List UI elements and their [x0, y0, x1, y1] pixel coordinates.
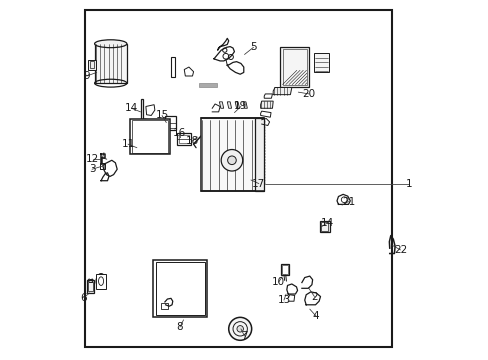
Bar [281, 264, 288, 275]
Bar [100, 163, 104, 168]
Bar [140, 99, 143, 132]
Text: 19: 19 [234, 102, 247, 112]
Text: 11: 11 [121, 139, 134, 149]
Text: 9: 9 [83, 71, 90, 81]
Polygon shape [260, 101, 273, 108]
Polygon shape [235, 102, 239, 108]
Text: 5: 5 [250, 42, 256, 52]
Bar [94, 44, 126, 83]
Bar [201, 118, 263, 192]
Text: 10: 10 [271, 277, 285, 287]
Text: 17: 17 [252, 179, 265, 189]
Polygon shape [243, 102, 247, 108]
Bar [255, 118, 264, 192]
Bar [280, 47, 308, 87]
Bar [153, 260, 207, 317]
Bar [88, 59, 96, 69]
Bar [199, 83, 217, 87]
Text: 20: 20 [302, 89, 315, 99]
Bar [179, 135, 188, 143]
Text: 22: 22 [393, 245, 407, 255]
Bar [155, 262, 204, 315]
Text: 2: 2 [310, 292, 317, 302]
Bar [161, 303, 168, 309]
Bar [130, 119, 169, 154]
Text: 16: 16 [172, 129, 185, 138]
Polygon shape [227, 102, 231, 108]
Bar [88, 282, 93, 291]
Ellipse shape [94, 40, 126, 48]
Text: 14: 14 [124, 103, 138, 113]
Text: 12: 12 [86, 154, 99, 164]
Circle shape [228, 318, 251, 340]
Bar [96, 274, 106, 289]
Text: 3: 3 [89, 164, 95, 174]
Text: 6: 6 [81, 293, 87, 303]
Bar [171, 57, 174, 77]
Text: 7: 7 [241, 331, 247, 341]
Bar [319, 221, 329, 232]
Bar [177, 134, 190, 145]
Text: 4: 4 [312, 311, 319, 321]
Bar [100, 163, 104, 169]
Bar [85, 10, 391, 347]
Text: 15: 15 [155, 111, 168, 121]
Text: 21: 21 [341, 197, 354, 207]
Text: 1: 1 [406, 179, 412, 189]
Bar [282, 265, 287, 274]
Bar [282, 49, 306, 85]
Bar [89, 61, 94, 68]
Text: 14: 14 [320, 218, 333, 228]
Bar [87, 280, 94, 293]
Circle shape [237, 325, 243, 332]
Polygon shape [273, 87, 291, 95]
Polygon shape [219, 102, 223, 108]
Text: 8: 8 [176, 322, 183, 332]
Text: 13: 13 [277, 295, 290, 305]
Circle shape [221, 149, 242, 171]
Bar [314, 53, 328, 72]
Bar [321, 222, 328, 231]
Bar [132, 121, 168, 153]
Bar [164, 116, 176, 130]
Text: 18: 18 [185, 136, 199, 145]
Circle shape [227, 156, 236, 165]
